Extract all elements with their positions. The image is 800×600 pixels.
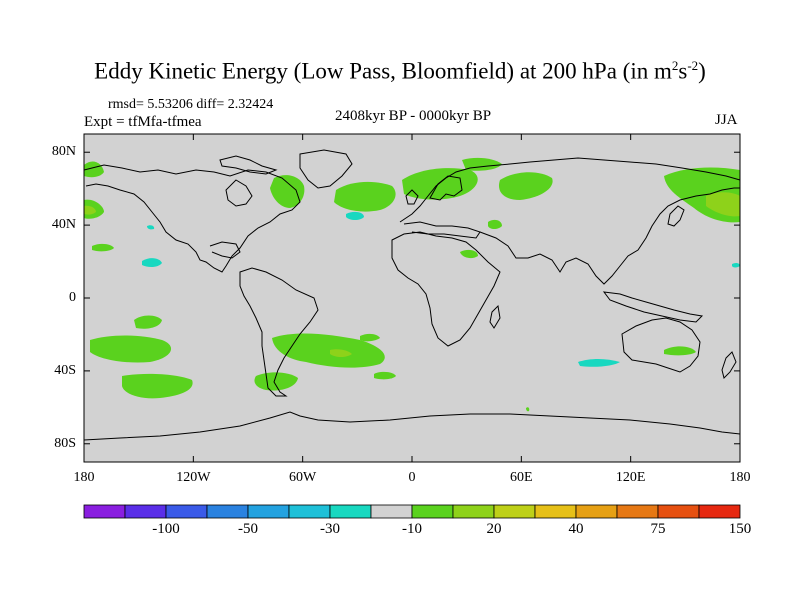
colorbar-swatch <box>493 504 536 519</box>
anomaly-negative <box>578 359 620 367</box>
coastline-indonesia <box>602 291 704 323</box>
coastline-gulf <box>209 241 241 259</box>
season-label: JJA <box>715 112 738 128</box>
y-axis-label: 40N <box>51 217 76 233</box>
anomaly-positive-strong <box>84 205 96 215</box>
colorbar-swatch <box>534 504 577 519</box>
anomaly-positive <box>270 175 305 208</box>
colorbar-label: -100 <box>152 521 180 537</box>
coastline-antarctica <box>83 411 741 441</box>
period-label: 2408kyr BP - 0000kyr BP <box>334 108 492 124</box>
colorbar-swatch <box>452 504 495 519</box>
colorbar-label: 40 <box>568 521 584 537</box>
anomaly-positive-strong <box>706 192 740 217</box>
coastline-eurasia <box>399 157 741 223</box>
colorbar-swatch <box>247 504 290 519</box>
x-axis-label: 0 <box>408 470 416 485</box>
coastline-britain <box>405 189 419 205</box>
colorbar-label: 75 <box>650 521 666 537</box>
anomaly-positive <box>122 373 193 399</box>
anomaly-positive <box>498 172 553 200</box>
coastline-new-zealand <box>721 351 737 379</box>
coastline-japan <box>667 205 685 227</box>
colorbar-swatch <box>411 504 454 519</box>
anomaly-positive <box>402 168 478 200</box>
coastline-asia-south <box>479 187 740 285</box>
map-title: Eddy Kinetic Energy (Low Pass, Bloomfiel… <box>94 58 706 84</box>
x-axis-label: 180 <box>729 470 751 485</box>
coastline-scandinavia <box>429 175 463 201</box>
anomaly-positive <box>84 161 104 178</box>
colorbar-swatch <box>165 504 208 519</box>
stats-text: rmsd= 5.53206 diff= 2.32424 <box>108 97 274 112</box>
anomaly-positive <box>254 372 298 391</box>
coastline-south-america <box>239 267 319 397</box>
colorbar-label: 20 <box>486 521 502 537</box>
colorbar-label: -50 <box>238 521 258 537</box>
y-axis-label: 40S <box>54 362 76 378</box>
coastline-arctic-islands <box>219 155 278 175</box>
anomaly-positive <box>134 315 162 329</box>
x-axis-label: 120E <box>615 470 646 485</box>
colorbar-swatch <box>288 504 331 519</box>
anomaly-positive <box>526 407 530 412</box>
coastline-hudson-bay <box>225 179 253 207</box>
coastline-australia <box>621 317 701 373</box>
colorbar-swatch <box>575 504 618 519</box>
x-axis-label: 60E <box>510 470 533 485</box>
coastline-madagascar <box>489 304 501 329</box>
colorbar-swatch <box>206 504 249 519</box>
anomaly-positive <box>272 333 385 368</box>
colorbar <box>83 504 741 519</box>
x-axis-label: 120W <box>176 470 211 485</box>
anomaly-positive <box>460 249 478 259</box>
colorbar-swatch <box>370 504 413 519</box>
experiment-label: Expt = tfMfa-tfmea <box>84 114 202 130</box>
y-axis-label: 80S <box>54 435 76 451</box>
axis-ticks <box>83 134 741 462</box>
y-axis-label: 0 <box>69 290 76 305</box>
coastline-greenland <box>299 149 353 189</box>
anomaly-positive <box>374 371 396 380</box>
colorbar-swatch <box>124 504 167 519</box>
anomaly-negative <box>147 225 155 230</box>
anomaly-positive <box>360 333 380 342</box>
anomaly-positive <box>92 243 114 252</box>
anomaly-positive <box>334 181 396 212</box>
x-axis-label: 180 <box>73 470 95 485</box>
anomaly-regions <box>84 157 740 412</box>
anomaly-negative <box>142 258 162 268</box>
anomaly-positive <box>90 335 172 363</box>
anomaly-negative <box>346 211 364 220</box>
colorbar-swatch <box>616 504 659 519</box>
coastline-north-america <box>83 164 301 273</box>
coastline-africa <box>391 231 501 347</box>
colorbar-swatch <box>329 504 372 519</box>
anomaly-positive <box>664 346 696 356</box>
colorbar-label: -10 <box>402 521 422 537</box>
anomaly-positive-strong <box>330 349 352 357</box>
coastlines <box>83 149 741 441</box>
colorbar-label: 150 <box>728 521 752 537</box>
colorbar-swatch <box>698 504 741 519</box>
anomaly-positive <box>488 219 502 229</box>
colorbar-swatch <box>83 504 126 519</box>
anomaly-negative <box>732 262 740 268</box>
x-axis-label: 60W <box>289 470 317 485</box>
y-axis-label: 80N <box>51 144 76 160</box>
colorbar-label: -30 <box>320 521 340 537</box>
colorbar-swatch <box>657 504 700 519</box>
